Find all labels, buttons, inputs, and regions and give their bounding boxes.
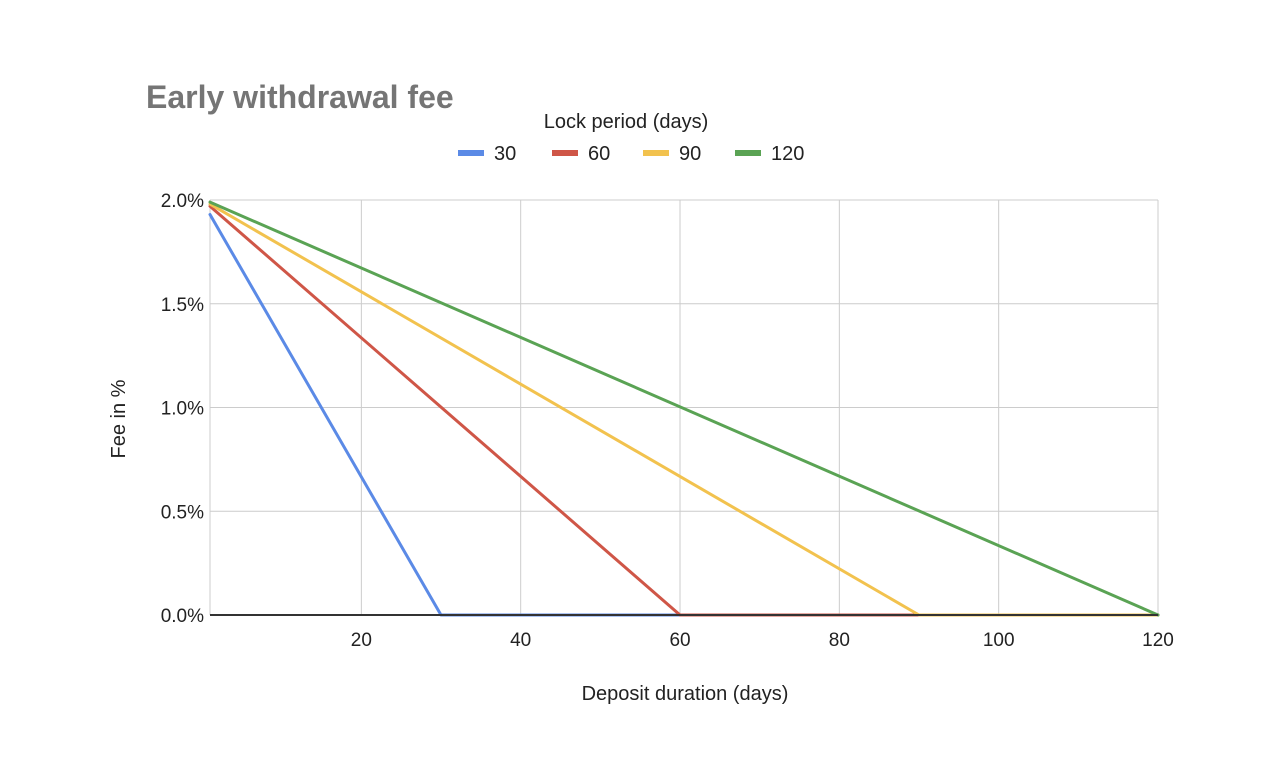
chart-title: Early withdrawal fee xyxy=(146,79,454,115)
legend-label-60: 60 xyxy=(588,143,610,165)
x-tick-label: 60 xyxy=(669,630,690,651)
series-lines xyxy=(208,200,1160,617)
y-tick-label: 2.0% xyxy=(161,191,204,212)
series-line-120 xyxy=(208,200,1160,617)
legend-swatch-90 xyxy=(643,150,669,156)
x-tick-label: 40 xyxy=(510,630,531,651)
x-axis-title: Deposit duration (days) xyxy=(582,683,789,705)
legend-swatch-120 xyxy=(735,150,761,156)
x-axis-ticks: 20 40 60 80 100 120 xyxy=(351,630,1174,651)
legend-swatch-30 xyxy=(458,150,484,156)
y-tick-label: 1.0% xyxy=(161,399,204,420)
x-tick-label: 100 xyxy=(983,630,1015,651)
y-axis-ticks: 0.0% 0.5% 1.0% 1.5% 2.0% xyxy=(161,191,204,627)
x-tick-label: 120 xyxy=(1142,630,1174,651)
legend-label-30: 30 xyxy=(494,143,516,165)
legend-label-120: 120 xyxy=(771,143,804,165)
legend-title: Lock period (days) xyxy=(544,111,709,133)
legend-label-90: 90 xyxy=(679,143,701,165)
y-tick-label: 1.5% xyxy=(161,295,204,316)
legend-swatch-60 xyxy=(552,150,578,156)
series-line-30 xyxy=(208,213,1160,617)
legend: 30 60 90 120 xyxy=(458,143,804,165)
y-axis-title: Fee in % xyxy=(108,379,130,458)
x-tick-label: 80 xyxy=(829,630,850,651)
x-tick-label: 20 xyxy=(351,630,372,651)
y-tick-label: 0.5% xyxy=(161,502,204,523)
grid xyxy=(209,199,1159,615)
y-tick-label: 0.0% xyxy=(161,606,204,627)
